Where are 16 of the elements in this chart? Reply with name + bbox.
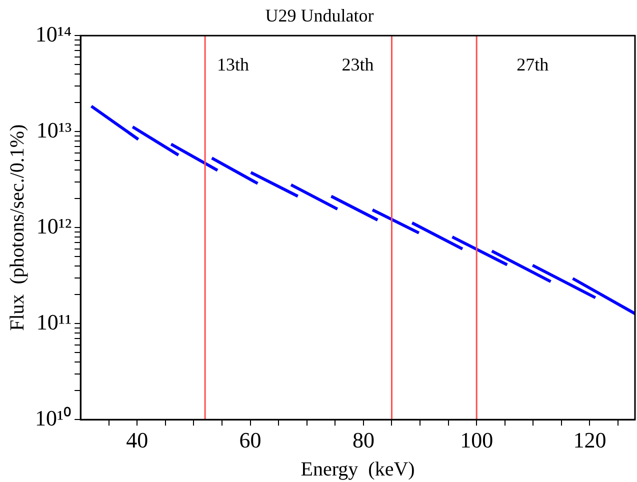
x-tick-label: 120 (573, 428, 606, 453)
x-tick-label: 80 (352, 428, 374, 453)
chart-title: U29 Undulator (265, 6, 374, 26)
y-tick-label: 10¹³ (36, 117, 72, 142)
y-axis-title: Flux (photons/sec./0.1%) (6, 124, 28, 331)
annotation: 27th (516, 54, 549, 74)
x-tick-label: 100 (460, 428, 494, 453)
y-tick-label: 10¹² (36, 213, 72, 238)
y-tick-label: 10¹⁰ (34, 405, 72, 430)
x-tick-label: 60 (239, 428, 262, 453)
x-axis-title: Energy (keV) (300, 458, 415, 480)
y-tick-label: 10¹¹ (36, 309, 72, 334)
x-tick-label: 40 (126, 428, 148, 453)
annotation: 13th (217, 54, 250, 74)
y-tick-label: 10¹⁴ (35, 21, 72, 46)
annotation: 23th (342, 54, 374, 74)
